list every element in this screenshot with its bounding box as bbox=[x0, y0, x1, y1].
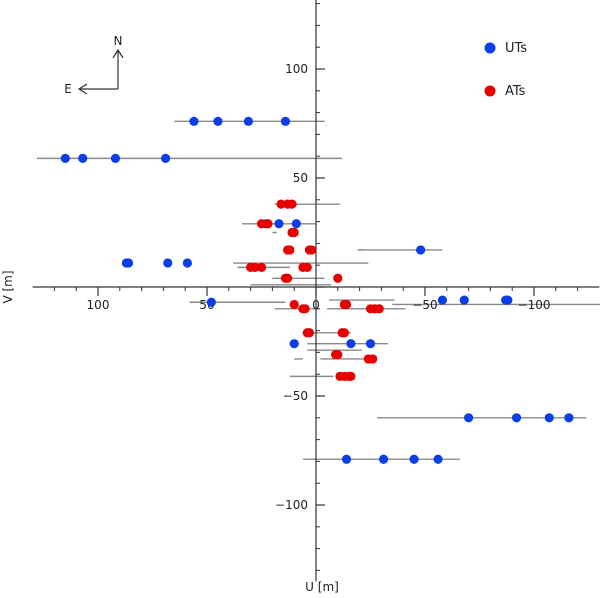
x-tick-label: −50 bbox=[412, 298, 437, 312]
point-uts bbox=[433, 454, 443, 464]
point-ats bbox=[333, 273, 343, 283]
point-uts bbox=[123, 258, 134, 268]
series-ats bbox=[246, 199, 384, 381]
point-uts bbox=[409, 454, 419, 464]
compass-east-arrowhead bbox=[77, 83, 88, 95]
point-ats bbox=[283, 273, 293, 283]
legend-marker-ats bbox=[484, 85, 496, 97]
point-uts bbox=[378, 454, 389, 464]
point-uts bbox=[189, 116, 199, 126]
data-points bbox=[60, 116, 574, 464]
point-ats bbox=[302, 262, 312, 272]
point-uts bbox=[341, 454, 352, 464]
point-ats bbox=[289, 227, 299, 238]
series-uts bbox=[60, 116, 574, 464]
legend-marker-uts bbox=[484, 42, 496, 54]
point-ats bbox=[285, 245, 295, 255]
point-uts bbox=[213, 116, 223, 126]
y-axis-label: V [m] bbox=[1, 270, 15, 303]
point-ats bbox=[256, 219, 267, 229]
x-axis-label: U [m] bbox=[305, 580, 339, 594]
point-uts bbox=[274, 219, 284, 229]
point-uts bbox=[564, 413, 574, 423]
point-uts bbox=[182, 258, 192, 268]
point-uts bbox=[163, 258, 173, 268]
point-uts bbox=[416, 245, 426, 255]
y-tick-label: 50 bbox=[293, 171, 308, 185]
point-ats bbox=[256, 262, 267, 272]
x-tick-label: −100 bbox=[518, 298, 551, 312]
point-ats bbox=[263, 219, 273, 229]
y-tick-label: −100 bbox=[275, 498, 308, 512]
point-uts bbox=[289, 339, 299, 349]
point-uts bbox=[110, 153, 121, 163]
compass-north-arrowhead bbox=[112, 48, 124, 59]
point-uts bbox=[78, 153, 88, 163]
point-uts bbox=[280, 116, 291, 126]
x-tick-label: 0 bbox=[312, 298, 320, 312]
compass: N E bbox=[64, 34, 124, 96]
point-ats bbox=[276, 199, 286, 209]
point-uts bbox=[511, 413, 522, 423]
point-ats bbox=[341, 299, 352, 310]
point-uts bbox=[503, 295, 513, 305]
legend-label-ats: ATs bbox=[505, 84, 526, 99]
point-uts bbox=[160, 153, 171, 163]
point-uts bbox=[346, 339, 356, 349]
point-ats bbox=[368, 354, 378, 364]
compass-east-label: E bbox=[64, 82, 72, 96]
point-ats bbox=[307, 245, 317, 255]
point-ats bbox=[374, 304, 384, 314]
point-uts bbox=[459, 295, 469, 305]
point-ats bbox=[289, 299, 299, 310]
point-ats bbox=[333, 349, 343, 360]
baseline-segments bbox=[36, 120, 600, 460]
point-uts bbox=[243, 116, 254, 126]
point-uts bbox=[437, 295, 448, 305]
point-ats bbox=[287, 199, 297, 209]
point-ats bbox=[304, 328, 315, 338]
point-uts bbox=[291, 219, 301, 229]
point-ats bbox=[250, 262, 260, 272]
point-uts bbox=[60, 153, 70, 163]
legend-label-uts: UTs bbox=[505, 41, 527, 56]
y-tick-label: −50 bbox=[283, 389, 308, 403]
y-tick-label: 100 bbox=[285, 62, 308, 76]
point-uts bbox=[206, 297, 216, 307]
point-ats bbox=[337, 328, 347, 338]
x-tick-label: 100 bbox=[87, 298, 110, 312]
point-uts bbox=[464, 413, 474, 423]
point-ats bbox=[346, 371, 356, 381]
compass-north-label: N bbox=[114, 34, 123, 48]
point-uts bbox=[365, 339, 376, 349]
point-uts bbox=[544, 413, 554, 423]
point-ats bbox=[300, 304, 310, 314]
legend: UTs ATs bbox=[484, 41, 527, 99]
